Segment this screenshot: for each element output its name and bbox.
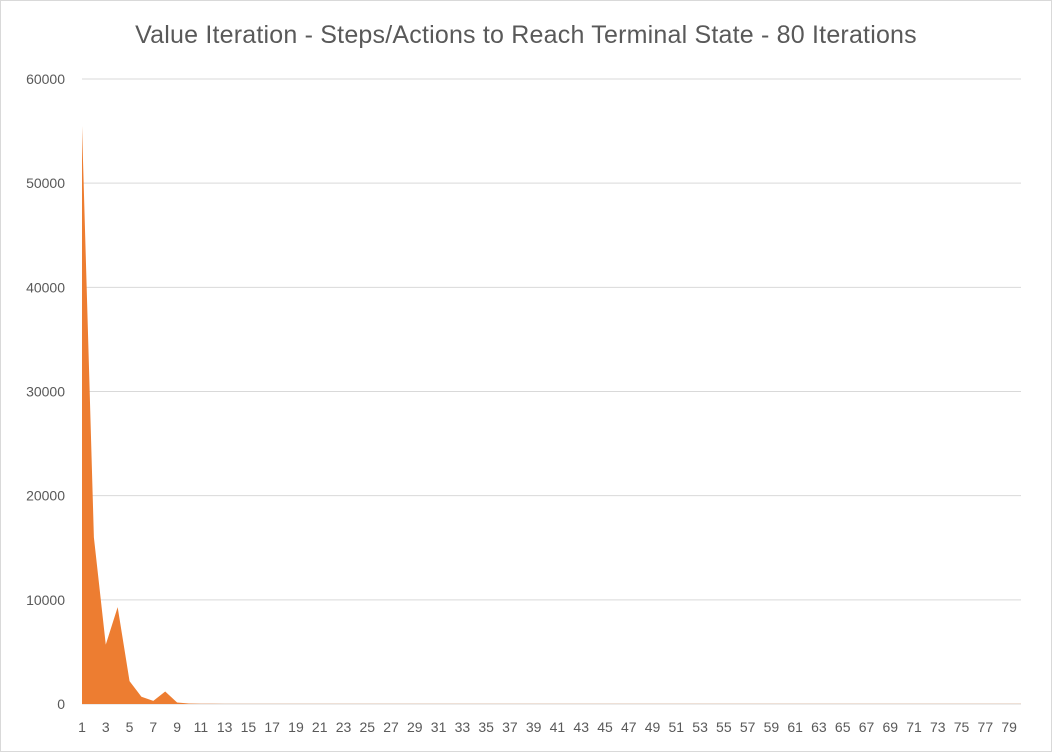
y-tick-label: 30000 — [26, 384, 65, 400]
y-axis: 0 10000 20000 30000 40000 50000 60000 — [26, 71, 65, 712]
x-tick-label: 59 — [764, 719, 780, 735]
x-tick-label: 29 — [407, 719, 423, 735]
x-tick-label: 45 — [597, 719, 613, 735]
x-tick-label: 41 — [550, 719, 566, 735]
x-tick-label: 3 — [102, 719, 110, 735]
y-tick-label: 10000 — [26, 592, 65, 608]
y-tick-label: 20000 — [26, 488, 65, 504]
chart-title: Value Iteration - Steps/Actions to Reach… — [135, 21, 917, 49]
x-tick-label: 73 — [930, 719, 946, 735]
x-tick-label: 43 — [573, 719, 589, 735]
x-tick-label: 25 — [359, 719, 375, 735]
x-tick-label: 79 — [1001, 719, 1017, 735]
x-tick-label: 31 — [431, 719, 447, 735]
area-series — [82, 125, 1021, 704]
x-tick-label: 33 — [455, 719, 471, 735]
y-tick-label: 50000 — [26, 175, 65, 191]
y-tick-label: 60000 — [26, 71, 65, 87]
area-fill — [82, 125, 1021, 704]
x-tick-label: 55 — [716, 719, 732, 735]
x-tick-label: 67 — [859, 719, 875, 735]
x-tick-label: 53 — [692, 719, 708, 735]
x-tick-label: 9 — [173, 719, 181, 735]
y-tick-label: 0 — [57, 696, 65, 712]
x-tick-label: 27 — [383, 719, 399, 735]
x-tick-label: 7 — [149, 719, 157, 735]
x-tick-label: 71 — [906, 719, 922, 735]
x-tick-label: 1 — [78, 719, 86, 735]
x-tick-label: 37 — [502, 719, 518, 735]
x-tick-label: 49 — [645, 719, 661, 735]
x-tick-label: 15 — [241, 719, 257, 735]
x-tick-label: 21 — [312, 719, 328, 735]
x-tick-label: 11 — [194, 719, 209, 735]
x-tick-label: 77 — [978, 719, 994, 735]
x-tick-label: 63 — [811, 719, 827, 735]
x-tick-label: 51 — [669, 719, 685, 735]
x-tick-label: 69 — [882, 719, 898, 735]
x-tick-label: 75 — [954, 719, 970, 735]
x-tick-label: 17 — [264, 719, 280, 735]
x-axis: 1 3 5 7 9 11 13 15 17 19 21 23 25 27 29 31 33 35 37 39 41 43 4… — [78, 719, 1017, 735]
x-tick-label: 23 — [336, 719, 352, 735]
x-tick-label: 57 — [740, 719, 756, 735]
x-tick-label: 47 — [621, 719, 637, 735]
x-tick-label: 39 — [526, 719, 542, 735]
x-tick-label: 61 — [787, 719, 803, 735]
x-tick-label: 5 — [126, 719, 134, 735]
grid-lines — [82, 78, 1021, 705]
y-tick-label: 40000 — [26, 279, 65, 295]
x-tick-label: 65 — [835, 719, 851, 735]
x-tick-label: 35 — [478, 719, 494, 735]
x-tick-label: 19 — [288, 719, 304, 735]
x-tick-label: 13 — [217, 719, 233, 735]
